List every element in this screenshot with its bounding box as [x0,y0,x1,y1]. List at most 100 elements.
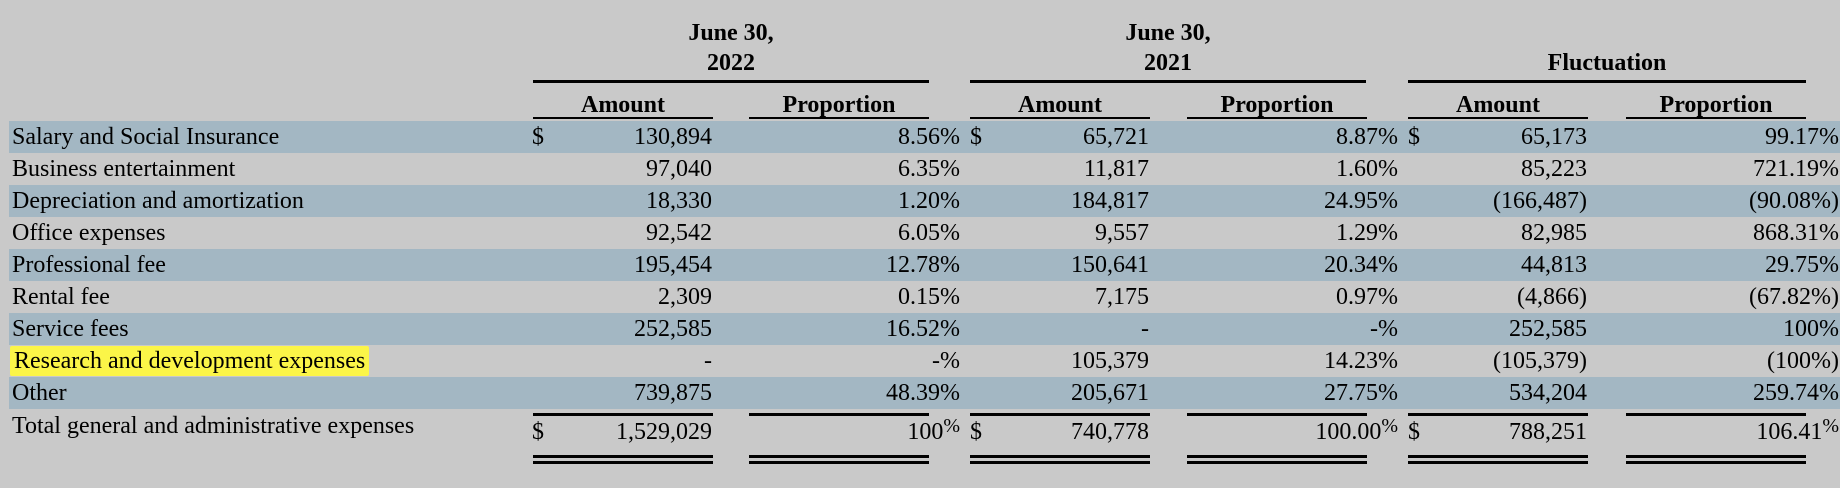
col-header-proportion-fluctuation: Proportion [1659,92,1773,118]
proportion-fluctuation: 29.75% [1765,252,1839,278]
proportion-fluctuation: 100% [1783,316,1839,342]
col-underline [1408,117,1588,119]
row-label: Depreciation and amortization [12,188,304,214]
total-top-rule [970,413,1150,416]
proportion-2022: 12.78% [886,252,960,278]
proportion-2022: 6.35% [898,156,960,182]
proportion-2021: 1.60% [1336,156,1398,182]
proportion-2021: 0.97% [1336,284,1398,310]
amount-2022: 2,309 [658,284,712,310]
table-row: Service fees 252,585 16.52% - -% 252,585 100% [9,313,1840,345]
amount-2022: 130,894 [634,124,712,150]
proportion-2021: 8.87% [1336,124,1398,150]
total-double-rule [533,461,713,464]
total-row: Total general and administrative expense… [9,412,1840,452]
amount-fluctuation: (166,487) [1493,188,1587,214]
total-amount-2021: 740,778 [1071,419,1149,445]
group-header-2022: June 30, 2022 [533,18,929,78]
percent-sign: % [943,415,960,437]
total-double-rule [1626,455,1806,458]
total-top-rule [1187,413,1367,416]
col-header-amount-2022: Amount [580,92,665,118]
row-label: Service fees [12,316,129,342]
group-underline-2021 [970,80,1366,83]
table-row: Salary and Social Insurance $130,894 8.56%… [9,121,1840,153]
col-underline [533,117,713,119]
total-proportion-value: 100 [907,419,944,445]
proportion-fluctuation: 868.31% [1753,220,1839,246]
total-double-rule [1408,455,1588,458]
group-header-line1: June 30, [688,20,774,46]
table-row: Office expenses 92,542 6.05% 9,557 1.29% 82,9… [9,217,1840,249]
proportion-2022: -% [932,348,960,374]
row-label: Business entertainment [12,156,236,182]
total-proportion-value: 100.00 [1315,419,1382,445]
total-double-rule [1187,455,1367,458]
proportion-2021: 14.23% [1324,348,1398,374]
col-header-proportion-2022: Proportion [782,92,896,118]
proportion-2022: 16.52% [886,316,960,342]
total-double-rule [970,455,1150,458]
amount-2021: - [1141,316,1149,342]
total-top-rule [1626,413,1806,416]
total-proportion-value: 106.41 [1756,419,1823,445]
group-header-line2: 2022 [707,50,755,76]
total-double-rule [749,455,929,458]
group-header-line2: 2021 [1144,50,1192,76]
row-label: Rental fee [12,284,110,310]
proportion-2022: 8.56% [898,124,960,150]
amount-2021: 65,721 [1083,124,1149,150]
table-row: Depreciation and amortization 18,330 1.20%… [9,185,1840,217]
proportion-2022: 0.15% [898,284,960,310]
group-header-2021: June 30, 2021 [970,18,1366,78]
amount-2022: 18,330 [646,188,712,214]
total-dollar-2022: $ [532,419,544,445]
total-proportion-fluctuation: 106.41% [1629,412,1839,445]
total-top-rule [749,413,929,416]
amount-2021: 150,641 [1071,252,1149,278]
group-header-fluctuation: Fluctuation [1408,48,1806,78]
dollar-sign-2021: $ [970,124,982,150]
total-amount-fluctuation: 788,251 [1509,419,1587,445]
total-double-rule [1187,461,1367,464]
amount-2021: 184,817 [1071,188,1149,214]
proportion-2021: 20.34% [1324,252,1398,278]
col-header-amount-2021: Amount [1017,92,1102,118]
total-top-rule [1408,413,1588,416]
total-double-rule [970,461,1150,464]
total-top-rule [533,413,713,416]
amount-fluctuation: 252,585 [1509,316,1587,342]
proportion-2022: 1.20% [898,188,960,214]
amount-fluctuation: 534,204 [1509,380,1587,406]
total-dollar-2021: $ [970,419,982,445]
percent-sign: % [1822,415,1839,437]
proportion-2021: 1.29% [1336,220,1398,246]
amount-2021: 7,175 [1095,284,1149,310]
proportion-fluctuation: (67.82%) [1749,284,1839,310]
total-double-rule [1408,461,1588,464]
col-underline [970,117,1150,119]
col-underline [1626,117,1806,119]
proportion-2021: 24.95% [1324,188,1398,214]
total-dollar-fluctuation: $ [1408,419,1420,445]
amount-fluctuation: 65,173 [1521,124,1587,150]
row-label: Other [12,380,67,406]
group-underline-2022 [533,80,929,83]
table-row: Business entertainment 97,040 6.35% 11,817 1… [9,153,1840,185]
proportion-fluctuation: 99.17% [1765,124,1839,150]
amount-fluctuation: 82,985 [1521,220,1587,246]
row-label: Research and development expenses [10,346,370,376]
table-row: Professional fee 195,454 12.78% 150,641 20.3… [9,249,1840,281]
proportion-fluctuation: (90.08%) [1749,188,1839,214]
amount-2022: 92,542 [646,220,712,246]
proportion-fluctuation: (100%) [1767,348,1839,374]
amount-fluctuation: (4,866) [1517,284,1587,310]
total-proportion-2021: 100.00% [1189,412,1398,445]
dollar-sign-2022: $ [532,124,544,150]
col-underline [749,117,929,119]
percent-sign: % [1381,415,1398,437]
group-header-line2: Fluctuation [1547,50,1667,76]
amount-2021: 9,557 [1095,220,1149,246]
total-double-rule [533,455,713,458]
amount-2021: 105,379 [1071,348,1149,374]
